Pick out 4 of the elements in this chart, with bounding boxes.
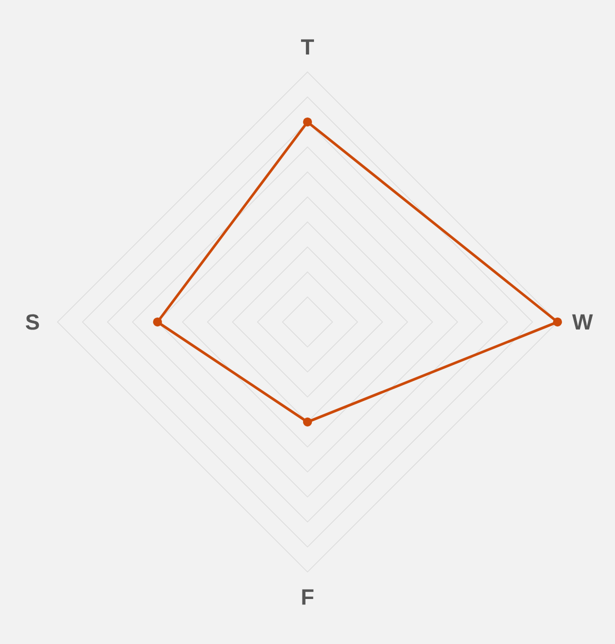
spoke-label: W <box>572 314 593 330</box>
spoke-label: S <box>26 314 39 330</box>
spoke-label: F <box>302 589 314 605</box>
spoke-label: T <box>301 39 314 55</box>
